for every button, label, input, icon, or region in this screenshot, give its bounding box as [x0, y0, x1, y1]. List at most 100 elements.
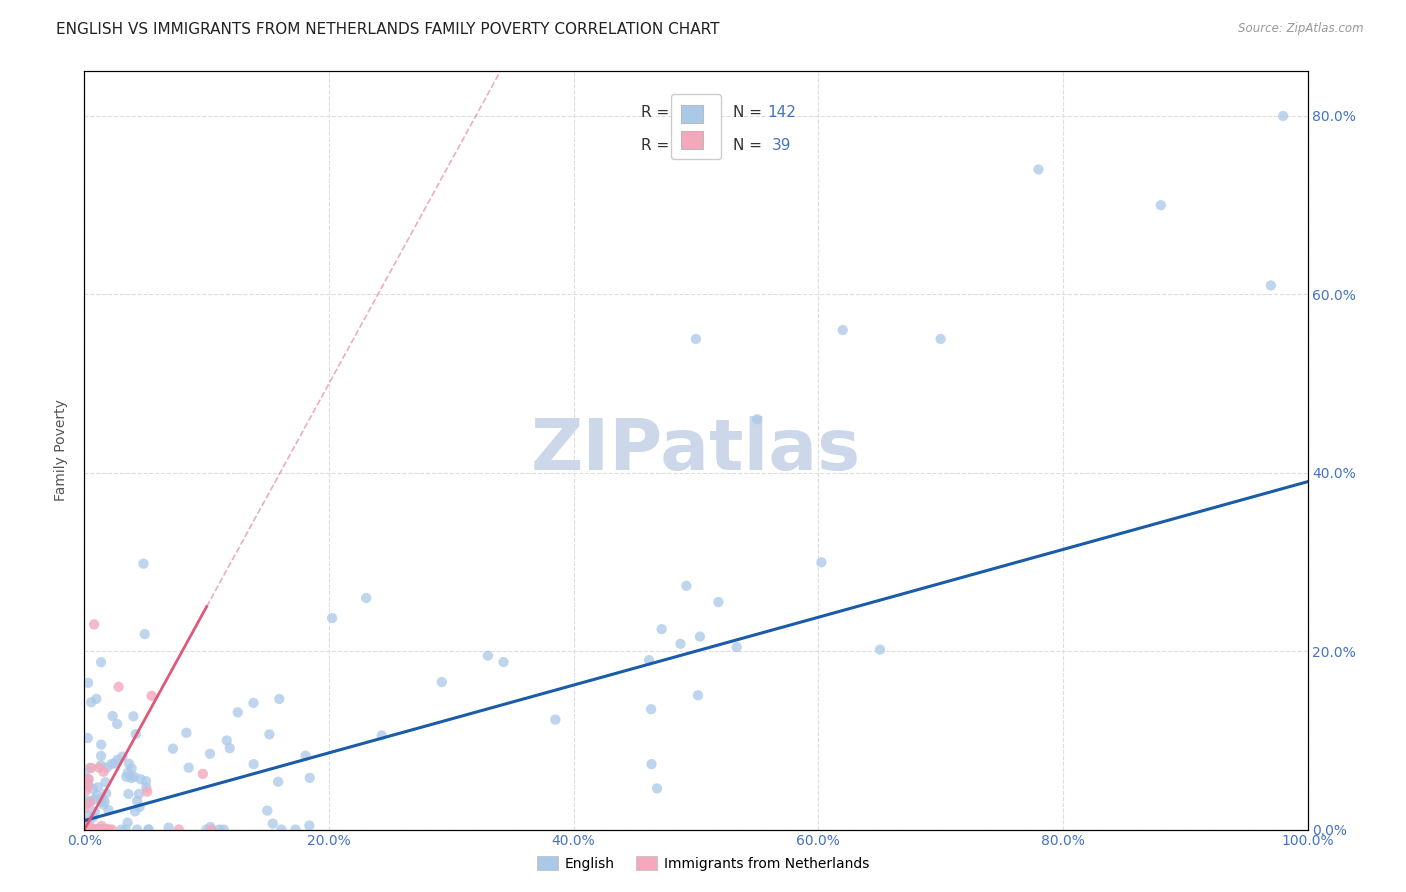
Point [645, 781, 668, 796]
Point [96, 822, 118, 837]
Point [135, 780, 157, 795]
Point [75, 815, 97, 830]
Point [100, 756, 122, 771]
Point [86, 692, 108, 706]
Point [75, 822, 97, 837]
Point [75, 815, 97, 830]
Text: N =: N = [733, 105, 766, 120]
Point [86, 822, 108, 837]
Point [132, 557, 155, 571]
Point [93, 764, 115, 779]
Point [87, 761, 110, 775]
Point [195, 822, 218, 837]
Text: 142: 142 [766, 105, 796, 120]
Point [77, 780, 100, 794]
Point [1028, 162, 1050, 177]
Point [177, 761, 200, 775]
Point [117, 815, 139, 830]
Point [77, 676, 100, 690]
Point [686, 688, 709, 702]
Text: R =: R = [641, 105, 673, 120]
Point [117, 766, 139, 780]
Point [82, 822, 104, 837]
Point [75, 784, 97, 798]
Point [218, 741, 240, 756]
Point [141, 689, 163, 703]
Point [77, 776, 100, 790]
Point [93, 797, 115, 812]
Point [87, 822, 110, 837]
Legend: English, Immigrants from Netherlands: English, Immigrants from Netherlands [531, 850, 875, 876]
Point [1260, 278, 1282, 293]
Point [689, 630, 711, 644]
Point [256, 804, 278, 818]
Point [725, 640, 748, 654]
Point [86, 789, 108, 803]
Point [90, 758, 112, 772]
Point [82, 781, 104, 796]
Point [121, 771, 143, 785]
Point [75, 801, 97, 815]
Point [76, 794, 98, 808]
Point [84, 822, 107, 837]
Text: 0.459: 0.459 [676, 138, 720, 153]
Point [370, 728, 392, 742]
Text: R =: R = [641, 138, 673, 153]
Point [96, 760, 118, 774]
Point [75, 772, 97, 786]
Point [76, 797, 98, 812]
Point [79, 822, 101, 837]
Point [83, 617, 105, 632]
Point [77, 772, 100, 786]
Point [200, 820, 222, 834]
Point [869, 642, 891, 657]
Point [75, 764, 97, 778]
Point [267, 774, 290, 789]
Point [84, 792, 107, 806]
Point [117, 787, 139, 801]
Point [75, 822, 97, 837]
Point [79, 796, 101, 810]
Point [685, 332, 707, 346]
Point [75, 822, 97, 837]
Point [93, 822, 115, 837]
Point [90, 795, 112, 809]
Point [651, 622, 673, 636]
Point [79, 794, 101, 808]
Point [294, 748, 316, 763]
Point [138, 822, 160, 837]
Point [90, 738, 112, 752]
Point [105, 717, 128, 731]
Point [138, 822, 160, 837]
Point [80, 822, 103, 837]
Point [87, 822, 110, 837]
Text: ENGLISH VS IMMIGRANTS FROM NETHERLANDS FAMILY POVERTY CORRELATION CHART: ENGLISH VS IMMIGRANTS FROM NETHERLANDS F… [56, 22, 720, 37]
Point [638, 653, 661, 667]
Point [90, 791, 112, 805]
Point [208, 822, 231, 837]
Text: ZIPatlas: ZIPatlas [531, 416, 860, 485]
Point [640, 757, 662, 772]
Text: 39: 39 [772, 138, 792, 153]
Point [212, 822, 235, 837]
Point [669, 637, 692, 651]
Point [270, 822, 292, 837]
Point [124, 805, 146, 819]
Point [107, 680, 129, 694]
Point [80, 822, 103, 837]
Point [321, 611, 343, 625]
Point [75, 817, 97, 831]
Point [242, 757, 264, 772]
Point [492, 655, 515, 669]
Point [77, 822, 100, 837]
Point [75, 822, 97, 837]
Point [242, 696, 264, 710]
Point [831, 323, 853, 337]
Point [75, 822, 97, 837]
Point [191, 767, 214, 781]
Point [136, 784, 159, 798]
Point [77, 772, 100, 787]
Point [707, 595, 730, 609]
Point [77, 819, 100, 833]
Legend: , : , [671, 95, 721, 160]
